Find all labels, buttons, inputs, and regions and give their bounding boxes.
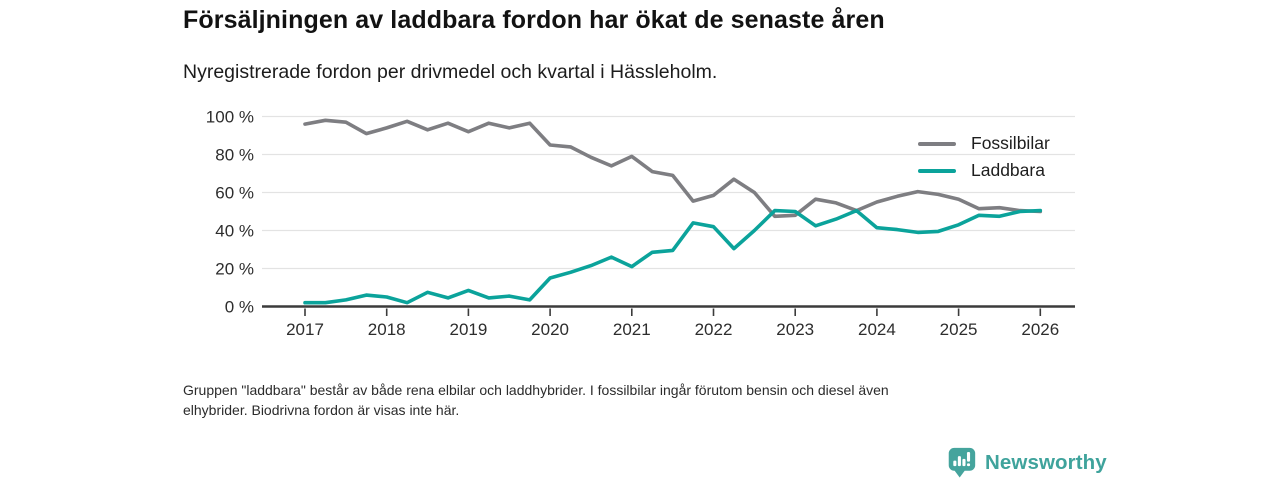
x-axis-label: 2024 bbox=[858, 320, 896, 339]
x-axis-label: 2018 bbox=[368, 320, 406, 339]
x-axis-label: 2022 bbox=[695, 320, 733, 339]
y-axis-label: 20 % bbox=[215, 260, 254, 279]
laddbara-line-swatch bbox=[918, 168, 956, 173]
y-axis-label: 80 % bbox=[215, 146, 254, 165]
y-axis-label: 100 % bbox=[206, 108, 254, 127]
newsworthy-bar-chart-bubble-icon bbox=[948, 447, 976, 478]
x-axis-label: 2021 bbox=[613, 320, 651, 339]
line-chart: 0 % 20 % 40 % 60 % 80 % 100 % 2017 2018 2019 2020… bbox=[206, 108, 1075, 339]
legend-item-laddbara: Laddbara bbox=[918, 157, 1050, 184]
newsworthy-logo: Newsworthy bbox=[946, 446, 1107, 479]
mini-bar-chart-glyph bbox=[953, 452, 971, 467]
chart-legend: Fossilbilar Laddbara bbox=[918, 130, 1050, 184]
speech-bubble-shape bbox=[948, 447, 976, 478]
series-line-fossilbilar bbox=[303, 118, 1043, 219]
x-axis-label: 2019 bbox=[449, 320, 487, 339]
footnote-line-1: Gruppen "laddbara" består av både rena e… bbox=[183, 382, 889, 398]
fossilbilar-line-swatch bbox=[918, 141, 956, 146]
legend-label-fossilbilar: Fossilbilar bbox=[971, 133, 1050, 153]
y-axis-label: 0 % bbox=[225, 298, 254, 317]
series-line-laddbara bbox=[303, 208, 1043, 305]
chart-title: Försäljningen av laddbara fordon har öka… bbox=[183, 6, 885, 34]
x-axis-label: 2023 bbox=[776, 320, 814, 339]
footnote-line-2: elhybrider. Biodrivna fordon är visas in… bbox=[183, 402, 460, 418]
y-axis-label: 40 % bbox=[215, 222, 254, 241]
x-axis-label: 2025 bbox=[940, 320, 978, 339]
x-axis-label: 2020 bbox=[531, 320, 569, 339]
legend-label-laddbara: Laddbara bbox=[971, 160, 1045, 180]
chart-subtitle: Nyregistrerade fordon per drivmedel och … bbox=[183, 61, 718, 83]
y-axis-label: 60 % bbox=[215, 184, 254, 203]
newsworthy-wordmark: Newsworthy bbox=[985, 450, 1107, 474]
x-axis-label: 2026 bbox=[1021, 320, 1059, 339]
x-axis-label: 2017 bbox=[286, 320, 324, 339]
legend-item-fossilbilar: Fossilbilar bbox=[918, 130, 1050, 157]
chart-footnote: Gruppen "laddbara" består av både rena e… bbox=[183, 380, 889, 420]
